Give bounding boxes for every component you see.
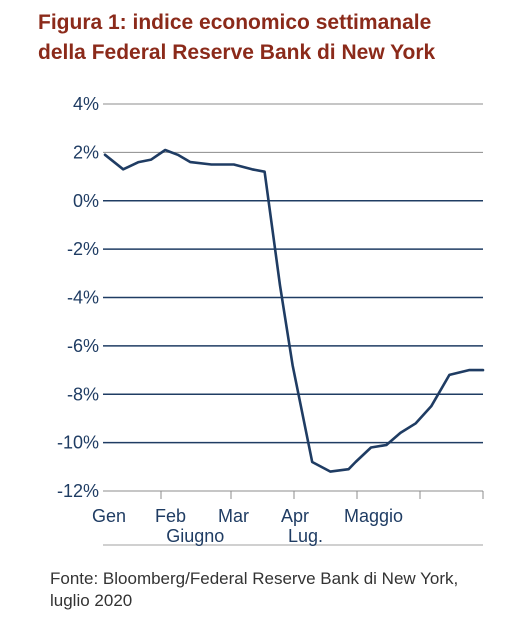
y-tick-label: -12% <box>57 481 99 501</box>
x-tick-label: Lug. <box>288 526 323 546</box>
source-note: Fonte: Bloomberg/Federal Reserve Bank di… <box>50 568 510 612</box>
y-tick-label: -8% <box>67 384 99 404</box>
chart-title-line-2: della Federal Reserve Bank di New York <box>38 41 436 64</box>
chart-title-line-1: Figura 1: indice economico settimanale <box>38 11 432 34</box>
chart-title: Figura 1: indice economico settimanale d… <box>38 8 508 68</box>
x-tick-label: Feb <box>155 506 186 526</box>
x-tick-label: Gen <box>92 506 126 526</box>
line-chart: 4% 2% 0% -2% -4% -6% -8% -10% -12% Gen Feb Mar Apr M… <box>57 94 485 546</box>
series-line-0 <box>103 148 485 473</box>
y-tick-label: -10% <box>57 433 99 453</box>
x-axis: Gen Feb Mar Apr Maggio Giugno Lug. <box>92 491 484 546</box>
x-tick-label: Apr <box>281 506 309 526</box>
y-axis-tick-labels: 4% 2% 0% -2% -4% -6% -8% -10% -12% <box>57 94 99 501</box>
source-line-1: Fonte: Bloomberg/Federal Reserve Bank di… <box>50 569 459 588</box>
y-tick-label: 4% <box>73 94 99 114</box>
y-tick-label: 0% <box>73 191 99 211</box>
y-tick-label: -2% <box>67 239 99 259</box>
x-tick-label: Mar <box>218 506 249 526</box>
x-tick-label: Giugno <box>166 526 224 546</box>
y-tick-label: 2% <box>73 142 99 162</box>
x-tick-label: Maggio <box>344 506 403 526</box>
y-tick-label: -4% <box>67 288 99 308</box>
y-tick-label: -6% <box>67 336 99 356</box>
grid-lines <box>103 103 483 492</box>
series-lines <box>103 148 485 473</box>
source-line-2: luglio 2020 <box>50 591 133 610</box>
